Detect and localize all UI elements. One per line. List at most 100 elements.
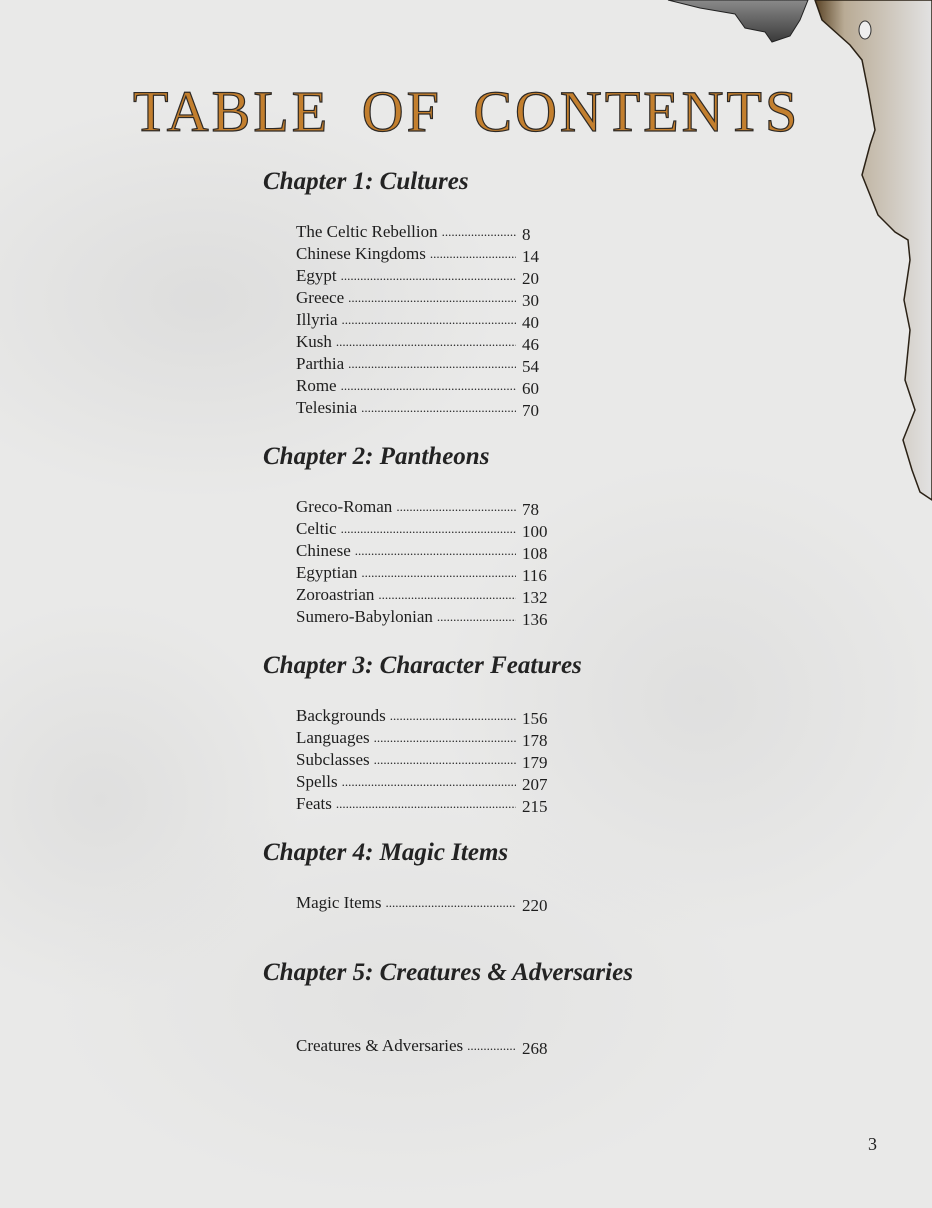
entry-title: Sumero-Babylonian xyxy=(296,607,433,626)
toc-entry[interactable]: Chinese 108 xyxy=(296,540,548,563)
entry-page: 54 xyxy=(522,357,539,376)
entry-title: Parthia xyxy=(296,354,345,373)
toc-entry[interactable]: Feats 215 xyxy=(296,793,548,816)
toc-entry[interactable]: Creatures & Adversaries 268 xyxy=(296,1035,548,1058)
entry-page: 46 xyxy=(522,335,539,354)
toc-entry[interactable]: Chinese Kingdoms 14 xyxy=(296,243,539,266)
entry-lead: Kush xyxy=(296,331,516,353)
entry-page: 20 xyxy=(522,269,539,288)
entry-page: 40 xyxy=(522,313,539,332)
entry-title: Greco-Roman xyxy=(296,497,393,516)
entry-lead: Parthia xyxy=(296,353,516,375)
toc-entry[interactable]: Kush 46 xyxy=(296,331,539,354)
entry-lead: Celtic xyxy=(296,518,516,540)
entry-page: 132 xyxy=(522,588,548,607)
entry-title: Rome xyxy=(296,376,337,395)
entry-page: 179 xyxy=(522,753,548,772)
entry-title: Languages xyxy=(296,728,370,747)
toc-entry[interactable]: Sumero-Babylonian 136 xyxy=(296,606,548,629)
chapter-heading: Chapter 1: Cultures xyxy=(263,168,469,195)
leader-dots xyxy=(430,243,516,265)
entry-lead: Zoroastrian xyxy=(296,584,516,606)
toc-entry[interactable]: Parthia 54 xyxy=(296,353,539,376)
entry-lead: Feats xyxy=(296,793,516,815)
entry-title: Creatures & Adversaries xyxy=(296,1036,464,1055)
entry-lead: Creatures & Adversaries xyxy=(296,1035,516,1057)
toc-entry[interactable]: Zoroastrian 132 xyxy=(296,584,548,607)
entry-page: 136 xyxy=(522,610,548,629)
leader-dots xyxy=(396,496,516,518)
toc-entry[interactable]: Greece 30 xyxy=(296,287,539,310)
entry-title: Greece xyxy=(296,288,345,307)
toc-entry[interactable]: Illyria 40 xyxy=(296,309,539,332)
entry-title: Celtic xyxy=(296,519,337,538)
leader-dots xyxy=(467,1035,516,1057)
entry-lead: Telesinia xyxy=(296,397,516,419)
toc-entry[interactable]: Rome 60 xyxy=(296,375,539,398)
entry-title: Illyria xyxy=(296,310,338,329)
entry-lead: Greco-Roman xyxy=(296,496,516,518)
entry-lead: Egypt xyxy=(296,265,516,287)
entry-title: Zoroastrian xyxy=(296,585,375,604)
toc-entry[interactable]: Egyptian 116 xyxy=(296,562,548,585)
entry-page: 178 xyxy=(522,731,548,750)
leader-dots xyxy=(355,540,516,562)
chapter-heading: Chapter 3: Character Features xyxy=(263,652,582,679)
entry-title: Spells xyxy=(296,772,338,791)
leader-dots xyxy=(348,287,516,309)
entry-lead: Greece xyxy=(296,287,516,309)
chapter-heading: Chapter 4: Magic Items xyxy=(263,839,509,866)
entry-page: 215 xyxy=(522,797,548,816)
entry-title: Telesinia xyxy=(296,398,358,417)
leader-dots xyxy=(341,265,516,287)
entry-title: Backgrounds xyxy=(296,706,386,725)
leader-dots xyxy=(361,562,516,584)
entry-lead: The Celtic Rebellion xyxy=(296,221,516,243)
leader-dots xyxy=(374,727,516,749)
toc-entry[interactable]: Egypt 20 xyxy=(296,265,539,288)
entry-title: Egypt xyxy=(296,266,337,285)
entry-page: 220 xyxy=(522,896,548,915)
entry-page: 156 xyxy=(522,709,548,728)
entry-title: Kush xyxy=(296,332,332,351)
toc-entry[interactable]: Greco-Roman 78 xyxy=(296,496,548,519)
leader-dots xyxy=(342,309,516,331)
entry-page: 78 xyxy=(522,500,539,519)
entry-title: Subclasses xyxy=(296,750,370,769)
entry-page: 60 xyxy=(522,379,539,398)
toc-entry[interactable]: Telesinia 70 xyxy=(296,397,539,420)
leader-dots xyxy=(336,331,516,353)
entry-lead: Sumero-Babylonian xyxy=(296,606,516,628)
leader-dots xyxy=(378,584,516,606)
entry-lead: Egyptian xyxy=(296,562,516,584)
entry-title: Chinese xyxy=(296,541,351,560)
leader-dots xyxy=(348,353,516,375)
toc-entry[interactable]: Celtic 100 xyxy=(296,518,548,541)
leader-dots xyxy=(437,606,516,628)
entry-lead: Illyria xyxy=(296,309,516,331)
entry-lead: Chinese xyxy=(296,540,516,562)
entry-title: The Celtic Rebellion xyxy=(296,222,438,241)
entry-lead: Magic Items xyxy=(296,892,516,914)
toc-entry[interactable]: The Celtic Rebellion 8 xyxy=(296,221,539,244)
entry-lead: Rome xyxy=(296,375,516,397)
toc-entry[interactable]: Backgrounds 156 xyxy=(296,705,548,728)
leader-dots xyxy=(385,892,516,914)
chapter-heading: Chapter 2: Pantheons xyxy=(263,443,490,470)
entry-title: Magic Items xyxy=(296,893,382,912)
entry-lead: Subclasses xyxy=(296,749,516,771)
toc-entry[interactable]: Subclasses 179 xyxy=(296,749,548,772)
entry-page: 108 xyxy=(522,544,548,563)
toc-entry[interactable]: Magic Items 220 xyxy=(296,892,548,915)
chapter-heading: Chapter 5: Creatures & Adversaries xyxy=(263,959,633,986)
entry-lead: Backgrounds xyxy=(296,705,516,727)
toc-entry[interactable]: Spells 207 xyxy=(296,771,548,794)
toc-entry[interactable]: Languages 178 xyxy=(296,727,548,750)
entry-lead: Spells xyxy=(296,771,516,793)
leader-dots xyxy=(390,705,516,727)
leader-dots xyxy=(442,221,516,243)
page-title: TABLE OF CONTENTS xyxy=(132,78,801,144)
chapter-entries: Creatures & Adversaries 268 xyxy=(296,1035,548,1058)
entry-page: 30 xyxy=(522,291,539,310)
